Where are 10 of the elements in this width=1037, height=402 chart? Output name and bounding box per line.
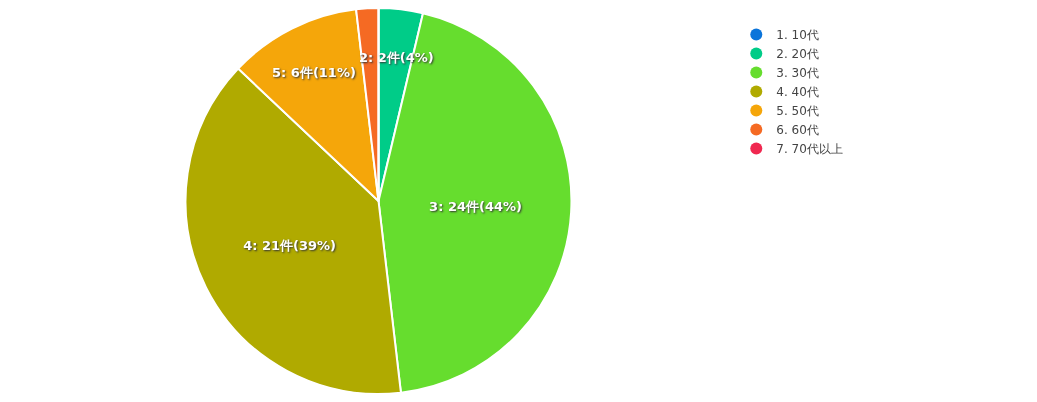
legend-label: 1. 10代 <box>776 28 819 43</box>
legend-label: 7. 70代以上 <box>776 142 843 157</box>
data-label: 5: 6件(11%) <box>272 65 356 81</box>
legend-label: 5. 50代 <box>776 104 819 119</box>
legend-label: 6. 60代 <box>776 123 819 138</box>
legend-label: 4. 40代 <box>776 85 819 100</box>
legend-label: 2. 20代 <box>776 47 819 62</box>
data-label: 3: 24件(44%) <box>429 199 522 215</box>
data-label: 4: 21件(39%) <box>243 238 337 254</box>
legend-label: 3. 30代 <box>776 66 819 81</box>
